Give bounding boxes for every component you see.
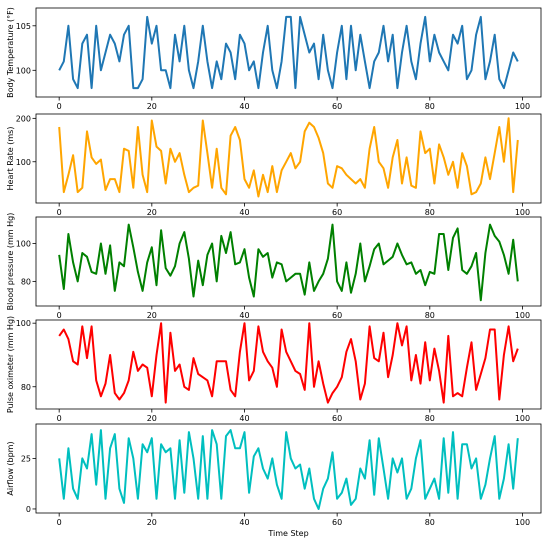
y-tick-label: 100 (16, 66, 31, 75)
x-tick-label: 100 (515, 102, 530, 111)
y-axis-label: Heart Rate (ms) (6, 127, 15, 191)
y-tick-label: 200 (16, 114, 31, 123)
x-tick-label: 20 (147, 518, 157, 527)
x-tick-label: 60 (332, 311, 342, 320)
y-axis-label: Blood pressure (mm Hg) (6, 213, 15, 311)
x-tick-label: 20 (147, 414, 157, 423)
axes-frame (35, 7, 542, 98)
x-tick-label: 80 (425, 518, 435, 527)
y-tick-label: 25 (21, 454, 31, 463)
x-tick-label: 80 (425, 414, 435, 423)
series-line (58, 117, 519, 198)
x-tick-label: 40 (239, 518, 249, 527)
axes-frame (35, 216, 542, 307)
x-tick-label: 40 (239, 102, 249, 111)
y-axis-label: Airflow (bpm) (6, 441, 15, 495)
y-tick-label: 105 (16, 22, 31, 31)
x-tick-label: 0 (57, 518, 62, 527)
x-tick-label: 100 (515, 311, 530, 320)
y-axis-label: Pulse oximeter (mm Hg) (6, 316, 15, 413)
x-tick-label: 0 (57, 311, 62, 320)
x-tick-label: 60 (332, 518, 342, 527)
axes-frame (35, 113, 542, 204)
y-tick-label: 80 (21, 383, 31, 392)
y-axis-label: Body Temperature (°F) (6, 7, 15, 98)
axes-frame (35, 319, 542, 410)
series-line (58, 223, 519, 302)
x-tick-label: 20 (147, 208, 157, 217)
series-line (58, 322, 519, 404)
x-tick-label: 100 (515, 208, 530, 217)
x-tick-label: 0 (57, 102, 62, 111)
x-tick-label: 60 (332, 208, 342, 217)
x-tick-label: 20 (147, 102, 157, 111)
y-tick-label: 100 (16, 319, 31, 328)
x-tick-label: 0 (57, 414, 62, 423)
y-tick-label: 80 (21, 277, 31, 286)
x-tick-label: 60 (332, 414, 342, 423)
series-line (58, 429, 519, 510)
x-tick-label: 40 (239, 414, 249, 423)
x-tick-label: 100 (515, 414, 530, 423)
x-axis-label: Time Step (267, 529, 308, 538)
axes-frame (35, 423, 542, 514)
y-tick-label: 100 (16, 158, 31, 167)
x-tick-label: 80 (425, 208, 435, 217)
y-tick-label: 100 (16, 240, 31, 249)
series-line (58, 15, 519, 90)
x-tick-label: 0 (57, 208, 62, 217)
x-tick-label: 100 (515, 518, 530, 527)
x-tick-label: 80 (425, 102, 435, 111)
x-tick-label: 80 (425, 311, 435, 320)
x-tick-label: 40 (239, 208, 249, 217)
y-tick-label: 0 (26, 505, 31, 514)
chart-panel-5: 0 20 40 60 80 100 0 25 Airflow (bpm) Time Step (6, 423, 542, 538)
x-tick-label: 40 (239, 311, 249, 320)
x-tick-label: 20 (147, 311, 157, 320)
x-tick-label: 60 (332, 102, 342, 111)
